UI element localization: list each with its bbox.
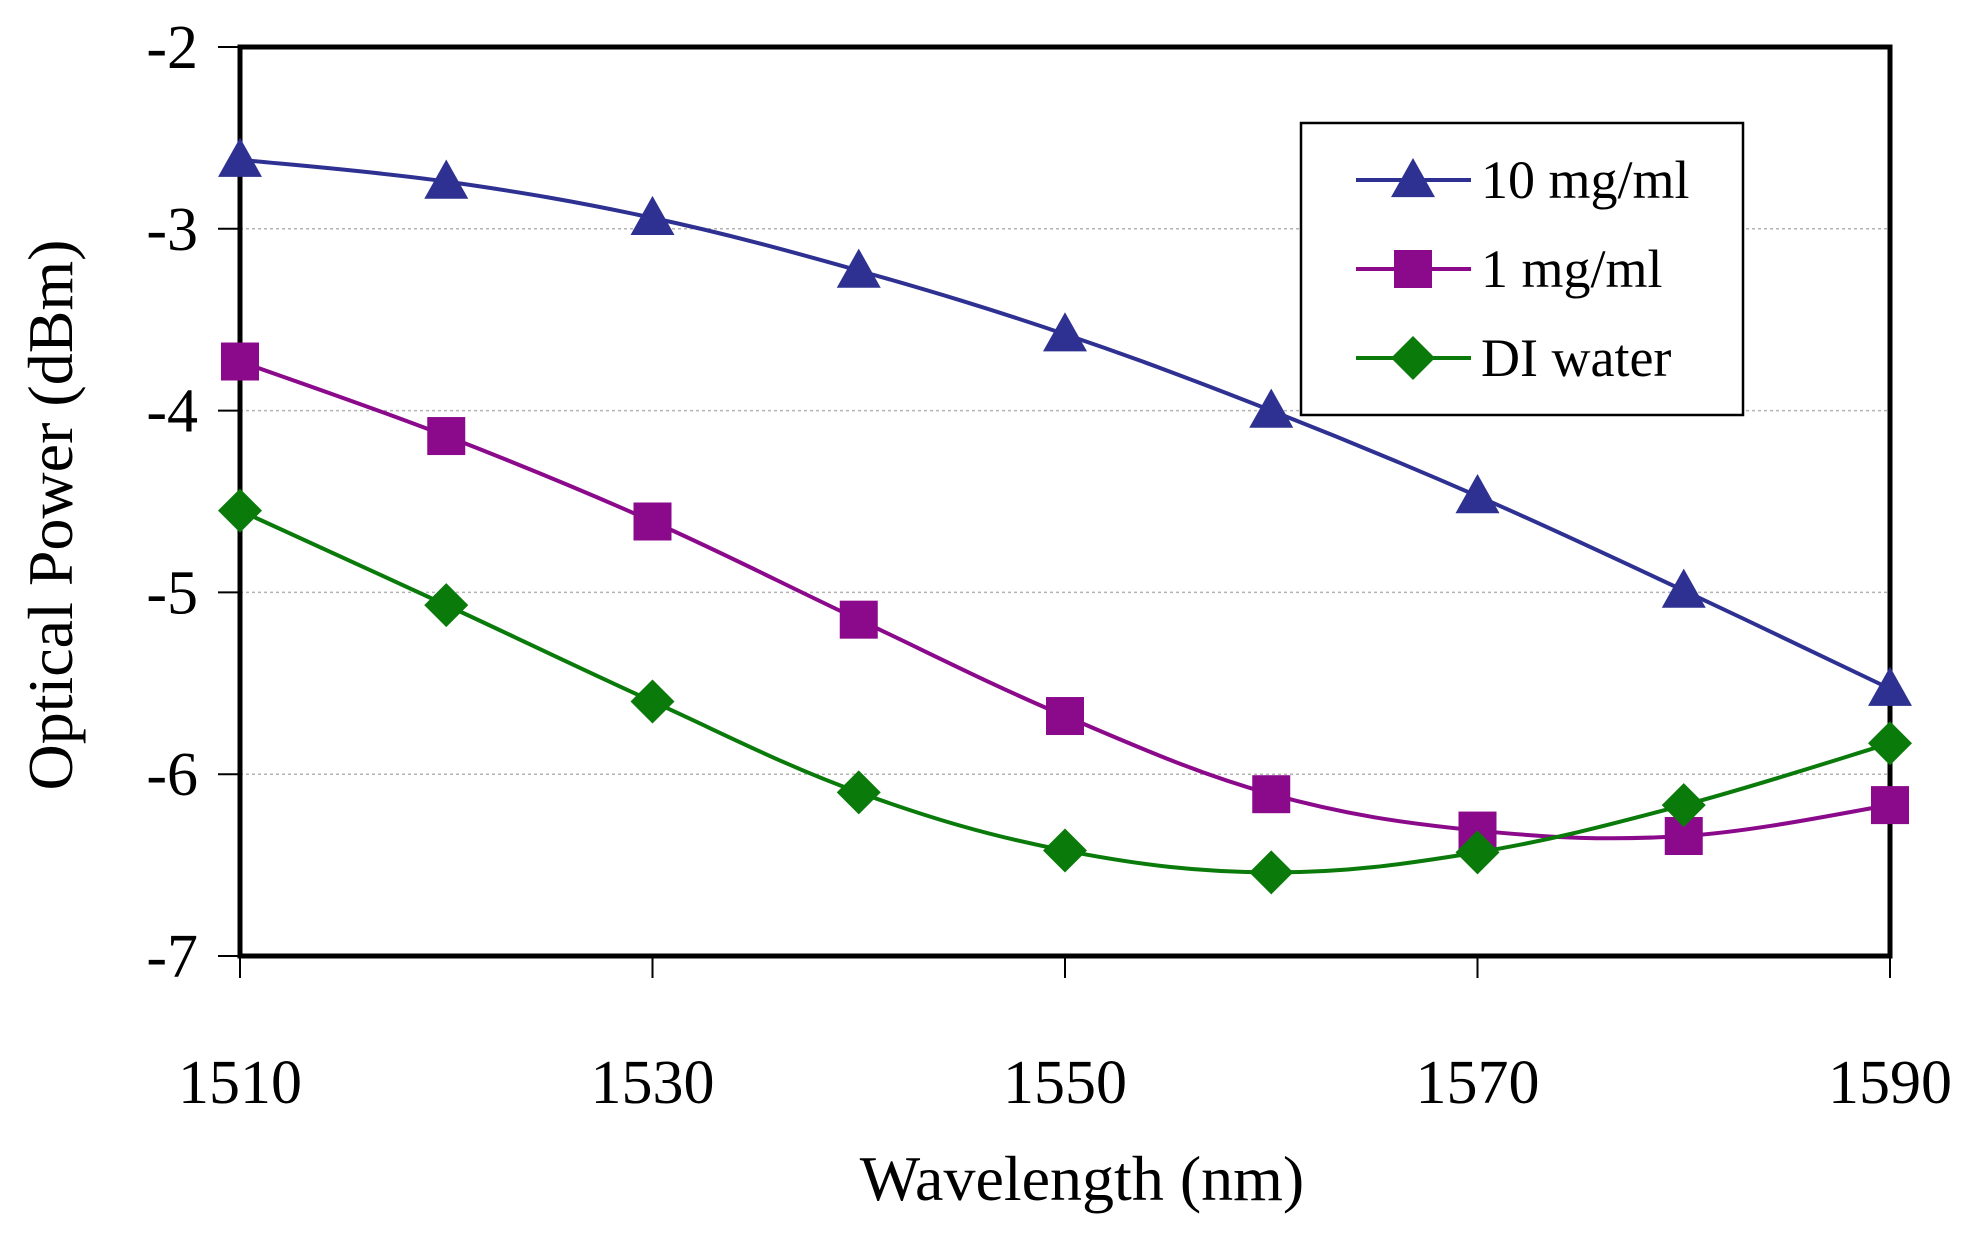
series-1-mg-ml <box>221 342 1909 856</box>
series-line <box>239 359 1891 841</box>
x-tick-label: 1590 <box>1828 1049 1952 1117</box>
x-tick-label: 1550 <box>1003 1049 1127 1117</box>
data-point <box>1043 312 1087 352</box>
data-point <box>221 342 259 381</box>
data-point <box>424 583 469 628</box>
y-tick-label: -3 <box>146 196 198 264</box>
data-point <box>1252 775 1291 814</box>
legend-marker <box>1391 158 1435 198</box>
legend-entry: 1 mg/ml <box>1356 239 1663 299</box>
data-point <box>424 159 469 199</box>
series-di-water <box>218 488 1912 895</box>
data-point <box>1455 474 1500 514</box>
y-tick-label: -2 <box>146 14 198 82</box>
data-point <box>1868 721 1912 766</box>
legend-marker <box>1391 336 1435 380</box>
legend-entry: 10 mg/ml <box>1356 150 1690 210</box>
data-point <box>427 417 466 456</box>
series-line <box>239 508 1891 875</box>
axis-layer: -2 -3 -4 -5 -6 -7 1510 1530 1550 1570 1590 <box>146 14 1952 1117</box>
series-10-mg-ml <box>218 137 1912 706</box>
data-point <box>630 195 675 236</box>
data-point <box>1043 828 1087 873</box>
x-tick-label: 1510 <box>178 1049 302 1117</box>
legend-entry: DI water <box>1356 328 1671 388</box>
data-point <box>839 600 878 639</box>
data-point <box>1661 568 1706 608</box>
data-point <box>633 502 672 541</box>
data-point <box>1871 786 1909 825</box>
data-point <box>1455 830 1500 875</box>
y-tick-label: -6 <box>146 741 198 809</box>
legend-layer: 10 mg/ml 1 mg/ml DI water <box>1299 121 1745 417</box>
series-layer <box>218 137 1912 895</box>
data-point <box>1046 697 1084 736</box>
data-point <box>836 248 881 288</box>
y-tick-label: -4 <box>146 378 198 446</box>
y-tick-label: -7 <box>146 923 198 991</box>
x-tick-label: 1530 <box>591 1049 715 1117</box>
legend-label: 1 mg/ml <box>1481 239 1663 299</box>
x-axis-title: Wavelength (nm) <box>860 1143 1304 1214</box>
x-tick-label: 1570 <box>1416 1049 1540 1117</box>
legend-label: DI water <box>1481 328 1671 388</box>
y-axis-title: Optical Power (dBm) <box>15 240 86 791</box>
data-point <box>218 137 262 177</box>
data-point <box>1249 388 1294 428</box>
legend-marker <box>1394 250 1432 288</box>
data-point <box>218 488 262 533</box>
data-point <box>836 770 881 815</box>
data-point <box>630 679 675 724</box>
legend-label: 10 mg/ml <box>1481 150 1690 210</box>
data-point <box>1249 850 1294 895</box>
y-tick-label: -5 <box>146 559 198 627</box>
data-point <box>1868 666 1912 706</box>
data-point <box>1661 783 1706 828</box>
